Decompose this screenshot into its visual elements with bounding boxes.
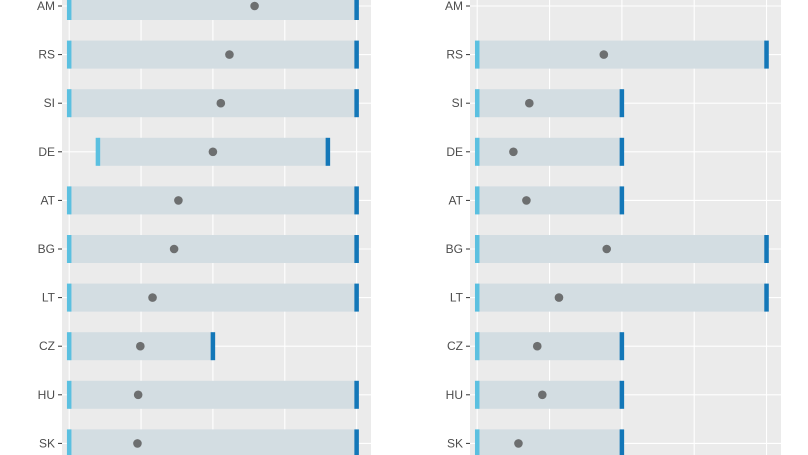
range-low-cap bbox=[474, 429, 480, 455]
y-tick-label-hu: HU bbox=[38, 388, 55, 402]
range-band-de bbox=[477, 137, 622, 166]
range-low-cap bbox=[66, 380, 72, 409]
range-high-cap bbox=[354, 40, 359, 69]
data-point-hu bbox=[133, 390, 143, 400]
range-band-sk bbox=[69, 429, 357, 455]
data-point-rs bbox=[225, 50, 234, 59]
range-band-si bbox=[477, 89, 622, 118]
range-band-lt bbox=[477, 283, 767, 312]
range-low-cap bbox=[474, 235, 480, 263]
y-tick-label-lt: LT bbox=[42, 291, 56, 305]
range-band-rs bbox=[69, 40, 357, 69]
panel-right-background bbox=[470, 0, 781, 455]
range-high-cap bbox=[210, 332, 216, 361]
range-high-cap bbox=[354, 235, 359, 263]
y-tick-label-cz: CZ bbox=[39, 339, 55, 353]
panel-left-background bbox=[62, 0, 371, 455]
range-high-cap bbox=[619, 429, 625, 455]
data-point-sk bbox=[133, 439, 142, 448]
y-tick-label-si: SI bbox=[44, 96, 55, 110]
range-band-bg bbox=[69, 235, 357, 263]
range-low-cap bbox=[66, 429, 72, 455]
y-tick-label-sk: SK bbox=[39, 436, 55, 450]
range-band-lt bbox=[69, 283, 357, 312]
data-point-rs bbox=[599, 50, 609, 59]
range-high-cap bbox=[354, 0, 359, 20]
range-high-cap bbox=[619, 380, 625, 409]
range-high-cap bbox=[764, 40, 769, 69]
y-tick-label-sk: SK bbox=[447, 436, 463, 450]
range-low-cap bbox=[66, 235, 72, 263]
range-low-cap bbox=[66, 283, 72, 312]
range-band-cz bbox=[477, 332, 622, 361]
range-band-hu bbox=[69, 380, 357, 409]
data-point-bg bbox=[169, 244, 179, 254]
data-point-cz bbox=[136, 341, 145, 351]
range-high-cap bbox=[354, 380, 359, 409]
data-point-cz bbox=[532, 341, 542, 351]
y-tick-label-cz: CZ bbox=[447, 339, 463, 353]
range-low-cap bbox=[474, 332, 480, 361]
range-high-cap bbox=[354, 89, 359, 118]
data-point-am bbox=[250, 1, 259, 11]
range-low-cap bbox=[474, 137, 480, 166]
range-high-cap bbox=[764, 235, 769, 263]
range-low-cap bbox=[66, 332, 72, 361]
range-low-cap bbox=[66, 89, 72, 118]
range-high-cap bbox=[619, 332, 625, 361]
y-tick-label-bg: BG bbox=[38, 242, 55, 256]
range-high-cap bbox=[354, 283, 359, 312]
data-point-bg bbox=[602, 244, 611, 254]
range-low-cap bbox=[66, 40, 72, 69]
range-high-cap bbox=[354, 429, 359, 455]
y-tick-label-rs: RS bbox=[446, 48, 463, 62]
y-tick-label-de: DE bbox=[446, 145, 463, 159]
y-tick-label-rs: RS bbox=[38, 48, 55, 62]
range-band-at bbox=[69, 186, 357, 215]
range-low-cap bbox=[66, 186, 72, 215]
range-low-cap bbox=[95, 137, 101, 166]
data-point-si bbox=[216, 98, 226, 108]
range-band-hu bbox=[477, 380, 622, 409]
data-point-lt bbox=[554, 293, 564, 302]
range-low-cap bbox=[474, 89, 480, 118]
data-point-at bbox=[522, 196, 531, 205]
range-low-cap bbox=[474, 283, 480, 312]
y-tick-label-at: AT bbox=[449, 193, 464, 207]
data-point-lt bbox=[148, 293, 157, 302]
range-band-at bbox=[477, 186, 622, 215]
range-low-cap bbox=[474, 186, 480, 215]
range-high-cap bbox=[619, 137, 625, 166]
y-tick-label-hu: HU bbox=[446, 388, 463, 402]
range-high-cap bbox=[764, 283, 769, 312]
range-low-cap bbox=[66, 0, 72, 20]
y-tick-label-at: AT bbox=[41, 193, 56, 207]
range-low-cap bbox=[474, 40, 480, 69]
range-high-cap bbox=[325, 137, 331, 166]
y-tick-label-am: AM bbox=[445, 0, 463, 13]
data-point-si bbox=[525, 98, 534, 108]
data-point-at bbox=[174, 196, 183, 205]
data-point-de bbox=[208, 147, 218, 157]
y-tick-label-de: DE bbox=[38, 145, 55, 159]
range-low-cap bbox=[474, 380, 480, 409]
range-band-sk bbox=[477, 429, 622, 455]
data-point-sk bbox=[514, 439, 523, 448]
y-tick-label-lt: LT bbox=[450, 291, 464, 305]
range-high-cap bbox=[619, 186, 625, 215]
y-tick-label-si: SI bbox=[452, 96, 463, 110]
data-point-de bbox=[509, 147, 518, 157]
y-tick-label-bg: BG bbox=[446, 242, 463, 256]
data-point-hu bbox=[538, 390, 547, 400]
range-band-rs bbox=[477, 40, 767, 69]
range-band-bg bbox=[477, 235, 767, 263]
range-high-cap bbox=[619, 89, 625, 118]
range-band-si bbox=[69, 89, 357, 118]
range-high-cap bbox=[354, 186, 359, 215]
range-band-am bbox=[69, 0, 357, 20]
y-tick-label-am: AM bbox=[37, 0, 55, 13]
